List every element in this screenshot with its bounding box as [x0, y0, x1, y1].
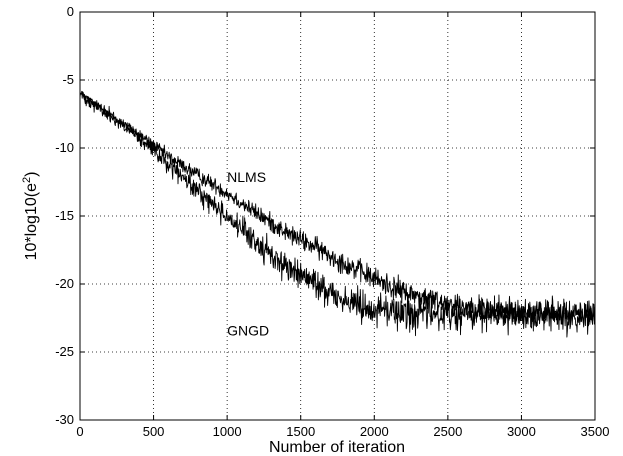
x-tick-label: 500: [143, 424, 165, 439]
x-tick-labels: 0 500 1000 1500 2000 2500 3000 3500: [76, 424, 609, 439]
series-label-gngd: GNGD: [227, 323, 269, 339]
y-axis-title: 10*log10(e2): [21, 172, 40, 261]
tick-marks: [79, 11, 596, 421]
y-axis-title-exponent: 2: [21, 177, 33, 183]
series-line-gngd: [79, 90, 596, 338]
x-tick-label: 1500: [286, 424, 315, 439]
series-labels: NLMS GNGD: [227, 169, 269, 339]
x-tick-label: 3000: [507, 424, 536, 439]
y-tick-label: -20: [55, 276, 74, 291]
x-tick-label: 0: [76, 424, 83, 439]
y-axis-title-main: 10*log10(e: [23, 183, 40, 261]
x-tick-label: 3500: [581, 424, 610, 439]
x-axis-title: Number of iteration: [269, 439, 405, 456]
series-layer: [79, 90, 596, 338]
y-axis-title-close: ): [23, 172, 40, 177]
y-tick-label: -25: [55, 344, 74, 359]
series-label-nlms: NLMS: [227, 169, 266, 185]
x-tick-label: 2500: [433, 424, 462, 439]
y-tick-label: -5: [62, 72, 74, 87]
x-tick-label: 2000: [360, 424, 389, 439]
y-tick-labels: 0 -5 -10 -15 -20 -25 -30: [55, 4, 74, 427]
x-tick-label: 1000: [213, 424, 242, 439]
y-tick-label: -10: [55, 140, 74, 155]
y-tick-label: -30: [55, 412, 74, 427]
y-tick-label: -15: [55, 208, 74, 223]
y-tick-label: 0: [67, 4, 74, 19]
grid-lines: [80, 12, 595, 420]
plot-background: [80, 12, 595, 420]
